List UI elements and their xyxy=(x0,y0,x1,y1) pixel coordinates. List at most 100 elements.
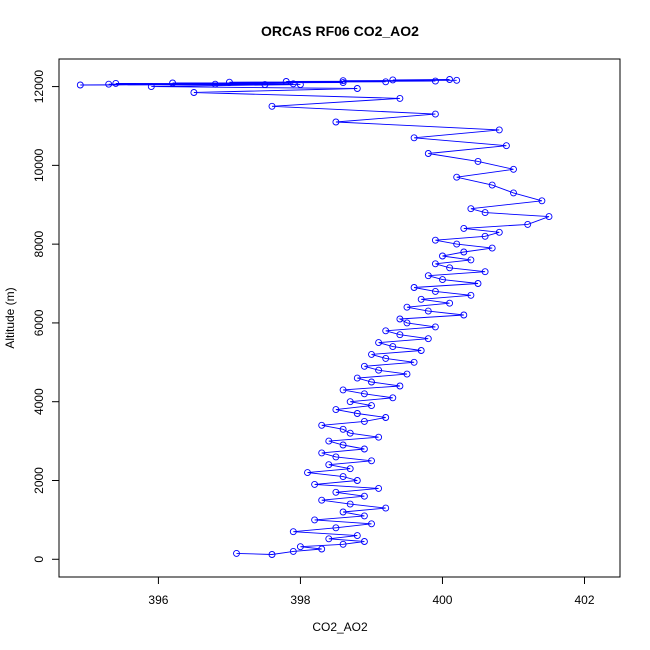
data-point xyxy=(510,189,517,197)
data-point xyxy=(225,78,233,86)
data-point xyxy=(368,520,375,528)
data-point xyxy=(460,248,468,256)
data-point xyxy=(389,343,397,351)
data-point xyxy=(417,347,425,354)
data-point xyxy=(410,284,418,291)
data-point xyxy=(360,417,368,425)
data-point xyxy=(396,315,404,323)
data-point xyxy=(332,453,340,461)
data-layer xyxy=(76,76,553,558)
data-point xyxy=(375,484,383,492)
data-point xyxy=(318,496,326,504)
data-point xyxy=(488,244,496,252)
data-point xyxy=(353,410,361,417)
data-point xyxy=(169,79,177,87)
data-point xyxy=(325,461,333,469)
data-point xyxy=(368,378,375,386)
data-point xyxy=(375,339,383,347)
data-point xyxy=(147,83,155,91)
data-point xyxy=(453,240,461,248)
data-point xyxy=(339,425,347,433)
data-point xyxy=(446,299,454,307)
data-point xyxy=(453,76,461,84)
y-tick-label: 2000 xyxy=(32,467,46,494)
x-axis-label: CO2_AO2 xyxy=(312,620,368,634)
data-point xyxy=(403,319,411,327)
data-point xyxy=(296,543,304,551)
data-point xyxy=(396,331,404,339)
data-point xyxy=(389,394,397,402)
data-point xyxy=(325,437,333,445)
data-point xyxy=(268,102,276,110)
data-point xyxy=(375,366,383,374)
y-axis: 0 2000 4000 6000 8000 10000 12000 xyxy=(32,70,60,563)
data-point xyxy=(332,406,340,414)
data-point xyxy=(289,547,297,555)
x-tick-label: 396 xyxy=(148,593,168,607)
data-point xyxy=(424,335,432,343)
data-point xyxy=(439,276,446,284)
data-point xyxy=(325,535,333,543)
data-point xyxy=(460,311,468,319)
data-point xyxy=(431,110,439,118)
y-tick-label: 8000 xyxy=(32,230,46,257)
data-point xyxy=(353,532,361,540)
data-point xyxy=(474,157,482,165)
data-point xyxy=(403,303,411,311)
x-tick-label: 400 xyxy=(432,593,452,607)
data-point xyxy=(353,374,361,382)
data-point xyxy=(481,268,489,276)
y-tick-label: 6000 xyxy=(32,309,46,336)
y-tick-label: 4000 xyxy=(32,388,46,415)
data-point xyxy=(346,398,354,406)
data-point xyxy=(360,362,368,370)
data-point xyxy=(318,545,326,553)
data-point xyxy=(510,165,517,173)
data-point xyxy=(360,538,368,545)
data-point xyxy=(382,327,390,335)
data-point xyxy=(339,540,347,548)
data-point xyxy=(382,414,390,421)
data-point xyxy=(332,118,340,126)
data-point xyxy=(431,260,439,268)
data-point xyxy=(424,307,432,315)
data-point xyxy=(289,80,297,88)
data-point xyxy=(318,449,326,457)
data-point xyxy=(524,220,532,228)
y-axis-label: Altitude (m) xyxy=(3,287,17,348)
data-point xyxy=(339,473,347,481)
data-point xyxy=(431,77,439,85)
data-point xyxy=(389,76,397,84)
y-tick-label: 10000 xyxy=(32,148,46,182)
data-point xyxy=(382,504,390,512)
data-point xyxy=(332,488,340,496)
data-point xyxy=(346,500,354,508)
data-point xyxy=(545,213,553,221)
data-point xyxy=(403,370,411,378)
data-point xyxy=(304,469,311,477)
data-point xyxy=(431,236,439,244)
data-point xyxy=(538,197,546,205)
data-point xyxy=(311,480,319,488)
x-tick-label: 402 xyxy=(574,593,594,607)
data-point xyxy=(453,173,461,181)
data-point xyxy=(431,287,439,295)
data-point xyxy=(339,508,347,516)
data-point xyxy=(375,433,383,441)
data-point xyxy=(190,89,198,96)
data-point xyxy=(467,205,475,213)
data-point xyxy=(282,78,290,85)
data-point xyxy=(396,382,404,390)
data-point xyxy=(211,80,219,88)
data-point xyxy=(481,232,489,240)
data-point xyxy=(410,134,418,142)
series-line xyxy=(80,79,550,555)
x-tick-label: 398 xyxy=(290,593,310,607)
data-point xyxy=(495,126,503,134)
data-point xyxy=(474,280,482,287)
data-point xyxy=(346,465,354,473)
data-point xyxy=(439,252,446,260)
data-point xyxy=(502,142,510,150)
data-point xyxy=(268,551,276,558)
